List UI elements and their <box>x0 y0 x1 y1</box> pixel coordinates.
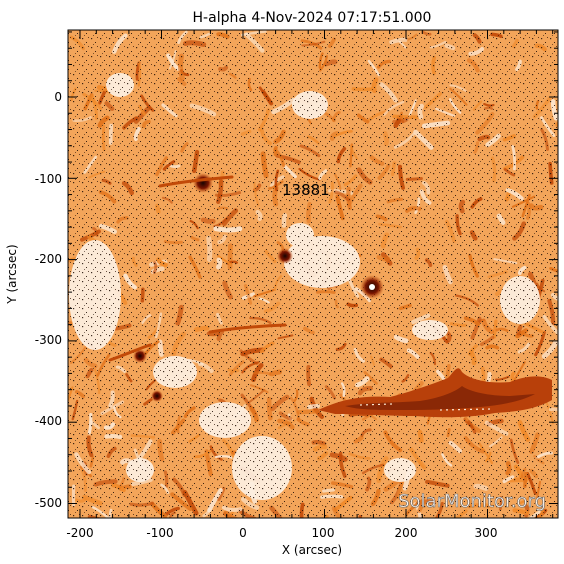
plot-title: H-alpha 4-Nov-2024 07:17:51.000 <box>193 10 432 26</box>
plot-frame <box>67 29 559 519</box>
x-tick-label: -200 <box>66 526 93 540</box>
x-axis: -200 -100 0 100 200 300 X (arcsec) <box>66 30 554 557</box>
x-axis-ticks <box>79 30 554 518</box>
y-tick-label: -300 <box>35 333 62 347</box>
y-tick-label: -200 <box>35 252 62 266</box>
x-tick-label: 0 <box>239 526 247 540</box>
y-tick-label: 0 <box>54 90 62 104</box>
y-axis-label: Y (arcsec) <box>5 244 19 304</box>
y-tick-label: -500 <box>35 496 62 510</box>
x-axis-label: X (arcsec) <box>282 543 342 557</box>
mottle-fibril <box>555 122 558 128</box>
x-tick-label: -100 <box>146 526 173 540</box>
filament <box>318 368 552 418</box>
y-axis-ticks <box>68 31 558 504</box>
speckle-noise <box>68 30 558 518</box>
x-tick-label: 100 <box>312 526 335 540</box>
halpha-solar-image: 13881 SolarMonitor.org <box>68 30 558 518</box>
x-tick-label: 200 <box>395 526 418 540</box>
y-tick-label: -100 <box>35 172 62 186</box>
y-tick-label: -400 <box>35 414 62 428</box>
dark-spots <box>133 173 384 402</box>
dark-fibrils <box>108 175 287 362</box>
y-axis: 0 -100 -200 -300 -400 -500 Y (arcsec) <box>5 31 558 510</box>
region-label-text: 13881 <box>282 181 330 199</box>
watermark-text: SolarMonitor.org <box>398 491 546 512</box>
x-tick-label: 300 <box>475 526 498 540</box>
